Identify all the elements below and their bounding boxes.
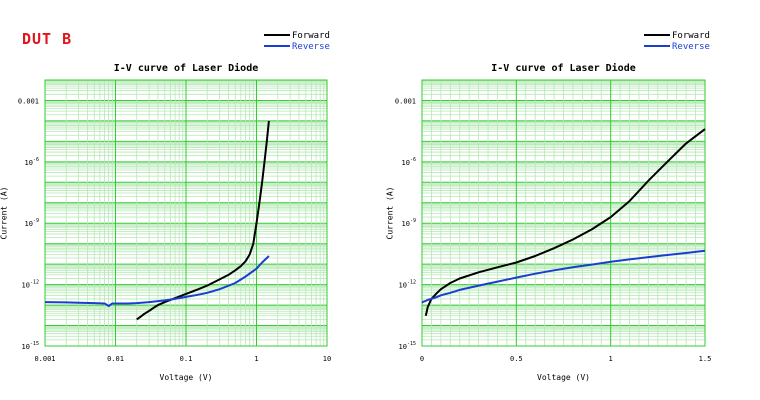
series-line-forward (136, 120, 270, 321)
x-tick-label: 0.5 (510, 355, 523, 363)
chart-svg-linear-log: I-V curve of Laser Diode Voltage (V) Curre… (386, 31, 712, 382)
series-line-reverse (421, 249, 706, 304)
x-tick-label: 1 (254, 355, 258, 363)
y-axis-label: Current (A) (386, 187, 395, 240)
plot-frame (421, 79, 706, 347)
x-tick-label: 10 (323, 355, 331, 363)
chart-panel-log-log: I-V curve of Laser Diode Voltage (V) Curre… (0, 31, 331, 382)
y-tick-label: 10-9 (402, 218, 416, 228)
legend-label-reverse: Reverse (672, 42, 710, 52)
chart-title: I-V curve of Laser Diode (491, 62, 636, 74)
grid (44, 79, 328, 347)
legend-label-reverse: Reverse (292, 42, 330, 52)
x-tick-label: 0.1 (180, 355, 193, 363)
x-tick-label: 1.5 (699, 355, 712, 363)
x-axis-label: Voltage (V) (160, 373, 213, 382)
x-tick-label: 1 (609, 355, 613, 363)
y-tick-label: 10-12 (399, 280, 416, 290)
legend-label-forward: Forward (672, 31, 710, 41)
y-tick-label: 10-9 (25, 218, 39, 228)
y-tick-label: 10-12 (22, 280, 39, 290)
plot-frame (44, 79, 328, 347)
page-title: DUT B (22, 30, 73, 48)
y-tick-label: 10-15 (22, 341, 39, 351)
chart-panel-linear-log: I-V curve of Laser Diode Voltage (V) Curre… (380, 0, 760, 400)
series-line-forward (424, 128, 706, 317)
y-tick-label: 0.001 (18, 97, 39, 105)
x-tick-label: 0.01 (107, 355, 124, 363)
chart-title: I-V curve of Laser Diode (114, 62, 259, 74)
y-tick-label: 10-6 (402, 157, 416, 167)
series-line-reverse (44, 255, 270, 307)
y-tick-label: 0.001 (395, 97, 416, 105)
legend-label-forward: Forward (292, 31, 330, 41)
y-tick-label: 10-6 (25, 157, 39, 167)
y-tick-label: 10-15 (399, 341, 416, 351)
y-axis-label: Current (A) (0, 187, 9, 240)
grid (421, 79, 706, 347)
x-tick-label: 0.001 (34, 355, 55, 363)
x-axis-label: Voltage (V) (537, 373, 590, 382)
chart-svg-log-log: I-V curve of Laser Diode Voltage (V) Curre… (0, 31, 331, 382)
x-tick-label: 0 (420, 355, 424, 363)
